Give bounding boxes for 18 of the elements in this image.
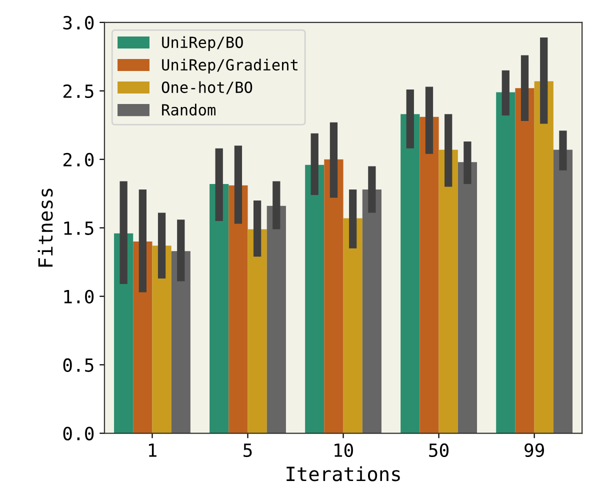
x-tick-label: 50: [429, 443, 448, 458]
y-tick-label: 1.5: [64, 222, 94, 235]
x-tick-label: 1: [148, 444, 156, 457]
x-axis-title: Iterations: [286, 466, 400, 482]
x-tick-label: 99: [524, 443, 544, 458]
y-tick-label: 2.5: [63, 84, 94, 98]
legend-label: Random: [162, 104, 216, 116]
y-tick-label: 3.0: [63, 16, 94, 30]
y-tick-label: 1.0: [64, 290, 94, 304]
legend-label: One-hot/BO: [162, 81, 252, 94]
x-tick-label: 10: [334, 443, 353, 458]
y-tick-label: 0.5: [63, 358, 94, 372]
x-tick-label: 5: [244, 444, 252, 458]
y-tick-label: 2.0: [63, 152, 94, 167]
y-axis-title: Fitness: [38, 188, 53, 267]
legend-label: UniRep/Gradient: [162, 58, 298, 74]
legend-label: UniRep/BO: [162, 36, 243, 52]
y-tick-label: 0.0: [63, 426, 94, 440]
